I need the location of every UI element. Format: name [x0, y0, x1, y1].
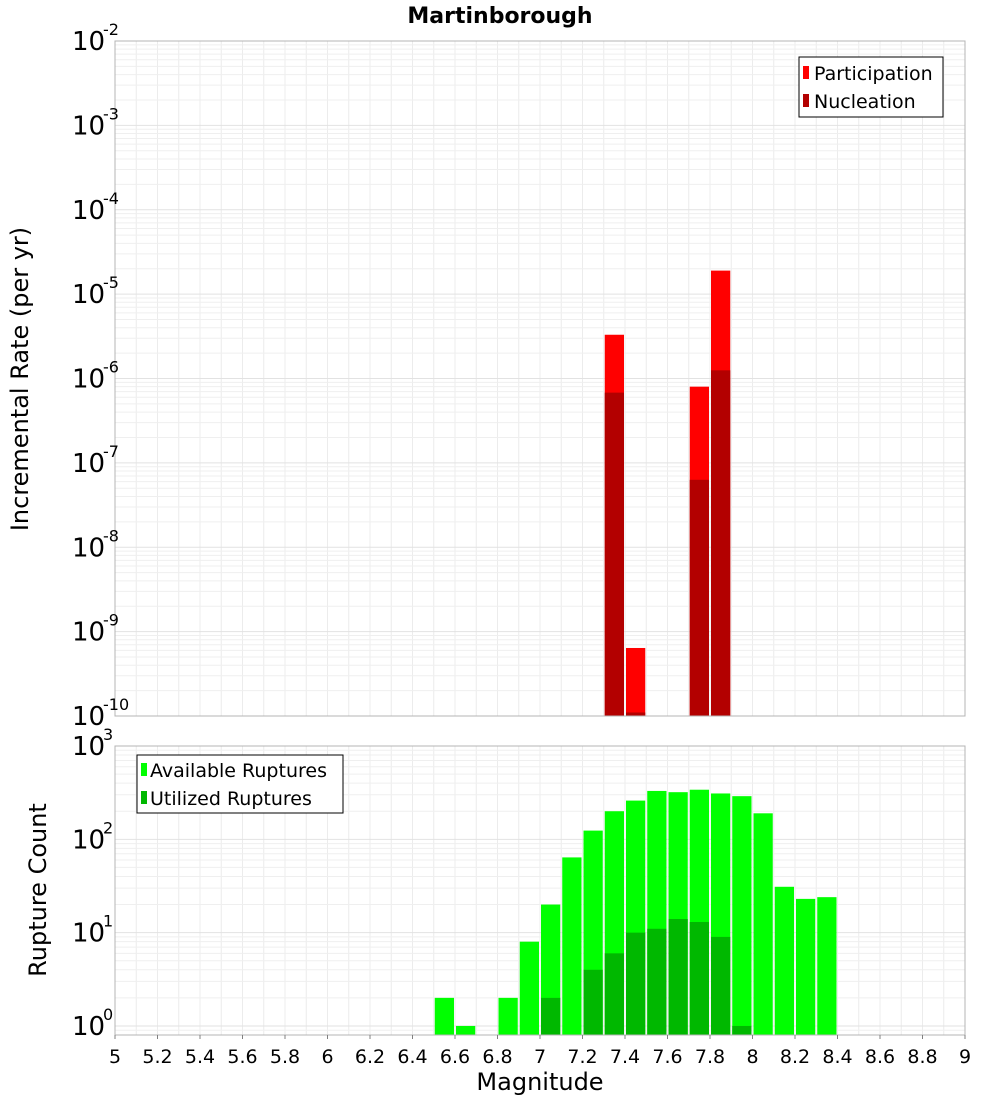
x-tick-label: 8.6	[865, 1046, 895, 1068]
x-tick-label: 5	[109, 1046, 121, 1068]
utilized-ruptures-bar	[711, 936, 731, 1035]
y-tick-label: 10	[72, 27, 105, 57]
rupture-legend-box	[136, 754, 344, 814]
participation-legend-label: Participation	[814, 63, 933, 85]
rate-legend: Participation Nucleation	[798, 56, 944, 118]
rate-legend-box	[798, 56, 944, 118]
y-tick-label: 10	[72, 449, 105, 479]
y-tick-exponent: -2	[103, 20, 119, 39]
available-ruptures-bar	[498, 997, 518, 1035]
x-tick-label: 7.8	[695, 1046, 725, 1068]
participation-legend-swatch	[803, 66, 809, 79]
utilized-ruptures-bar	[626, 932, 646, 1035]
rate-grid	[114, 40, 966, 717]
utilized-ruptures-bar	[583, 969, 603, 1035]
available-ruptures-bar	[434, 997, 454, 1035]
x-tick-label: 5.2	[142, 1046, 172, 1068]
utilized-ruptures-legend-label: Utilized Ruptures	[150, 788, 312, 810]
available-ruptures-bar	[732, 796, 752, 1035]
y-tick-exponent: -10	[103, 695, 129, 714]
x-tick-label: 7.6	[652, 1046, 682, 1068]
available-ruptures-bar	[562, 857, 582, 1035]
available-ruptures-bar	[817, 897, 837, 1035]
x-axis-label: Magnitude	[476, 1068, 603, 1096]
x-tick-label: 7.2	[567, 1046, 597, 1068]
utilized-ruptures-bar	[668, 919, 688, 1035]
utilized-ruptures-bar	[541, 997, 561, 1035]
x-tick-label: 9	[959, 1046, 971, 1068]
y-tick-exponent: 3	[103, 725, 113, 744]
y-tick-label: 10	[72, 919, 105, 949]
participation-bar	[626, 647, 646, 716]
y-tick-exponent: -3	[103, 104, 119, 123]
y-tick-exponent: -9	[103, 611, 119, 630]
rupture-bars	[434, 789, 837, 1035]
y-tick-label: 10	[72, 365, 105, 395]
y-tick-exponent: -7	[103, 442, 119, 461]
rate-y-axis-label: Incremental Rate (per yr)	[6, 227, 34, 531]
x-tick-label: 6.4	[397, 1046, 427, 1068]
x-tick-label: 5.6	[227, 1046, 257, 1068]
x-tick-label: 6.8	[482, 1046, 512, 1068]
y-tick-label: 10	[72, 111, 105, 141]
y-tick-label: 10	[72, 196, 105, 226]
x-tick-label: 6.6	[440, 1046, 470, 1068]
available-ruptures-bar	[519, 941, 539, 1035]
y-tick-exponent: 1	[103, 912, 113, 931]
utilized-ruptures-bar	[647, 928, 667, 1035]
utilized-ruptures-bar	[604, 953, 624, 1035]
x-tick-label: 7	[534, 1046, 546, 1068]
available-ruptures-bar	[456, 1025, 476, 1035]
x-tick-label: 8.8	[907, 1046, 937, 1068]
x-tick-label: 6	[321, 1046, 333, 1068]
x-tick-label: 5.4	[185, 1046, 215, 1068]
y-tick-label: 10	[72, 533, 105, 563]
nucleation-bar	[689, 479, 709, 716]
available-ruptures-bar	[796, 898, 816, 1035]
available-ruptures-bar	[753, 813, 773, 1035]
rate-bars	[604, 270, 731, 716]
nucleation-bar	[711, 370, 731, 716]
rupture-y-axis-label: Rupture Count	[24, 803, 52, 977]
y-tick-exponent: 0	[103, 1005, 113, 1024]
y-tick-exponent: -5	[103, 273, 119, 292]
x-tick-label: 6.2	[355, 1046, 385, 1068]
nucleation-legend-swatch	[803, 94, 809, 107]
x-tick-label: 5.8	[270, 1046, 300, 1068]
utilized-ruptures-bar	[732, 1025, 752, 1035]
y-tick-label: 10	[72, 618, 105, 648]
y-tick-exponent: 2	[103, 818, 113, 837]
nucleation-bar	[604, 392, 624, 716]
utilized-ruptures-legend-swatch	[141, 791, 147, 804]
nucleation-legend-label: Nucleation	[814, 91, 916, 113]
available-ruptures-bar	[774, 886, 794, 1035]
utilized-ruptures-bar	[689, 922, 709, 1035]
y-tick-label: 10	[72, 732, 105, 762]
x-tick-label: 7.4	[610, 1046, 640, 1068]
x-tick-label: 8.4	[822, 1046, 852, 1068]
magnitude-x-ticks: 5 5.2 5.4 5.6 5.8 6 6.2 6.4 6.6 6.8 7 7.2 7.4 7.6 7.8 8…	[109, 1035, 971, 1068]
y-tick-label: 10	[72, 1012, 105, 1042]
x-tick-label: 8	[746, 1046, 758, 1068]
y-tick-label: 10	[72, 280, 105, 310]
chart-title: Martinborough	[407, 4, 592, 29]
x-tick-label: 8.2	[780, 1046, 810, 1068]
y-tick-exponent: -8	[103, 526, 119, 545]
y-tick-exponent: -4	[103, 189, 119, 208]
nucleation-bar	[626, 712, 646, 716]
y-tick-label: 10	[72, 702, 105, 732]
available-ruptures-legend-swatch	[141, 763, 147, 776]
rate-plot-frame	[114, 40, 966, 717]
y-tick-exponent: -6	[103, 358, 119, 377]
y-tick-label: 10	[72, 825, 105, 855]
available-ruptures-legend-label: Available Ruptures	[150, 760, 327, 782]
rupture-legend: Available Ruptures Utilized Ruptures	[136, 754, 344, 814]
